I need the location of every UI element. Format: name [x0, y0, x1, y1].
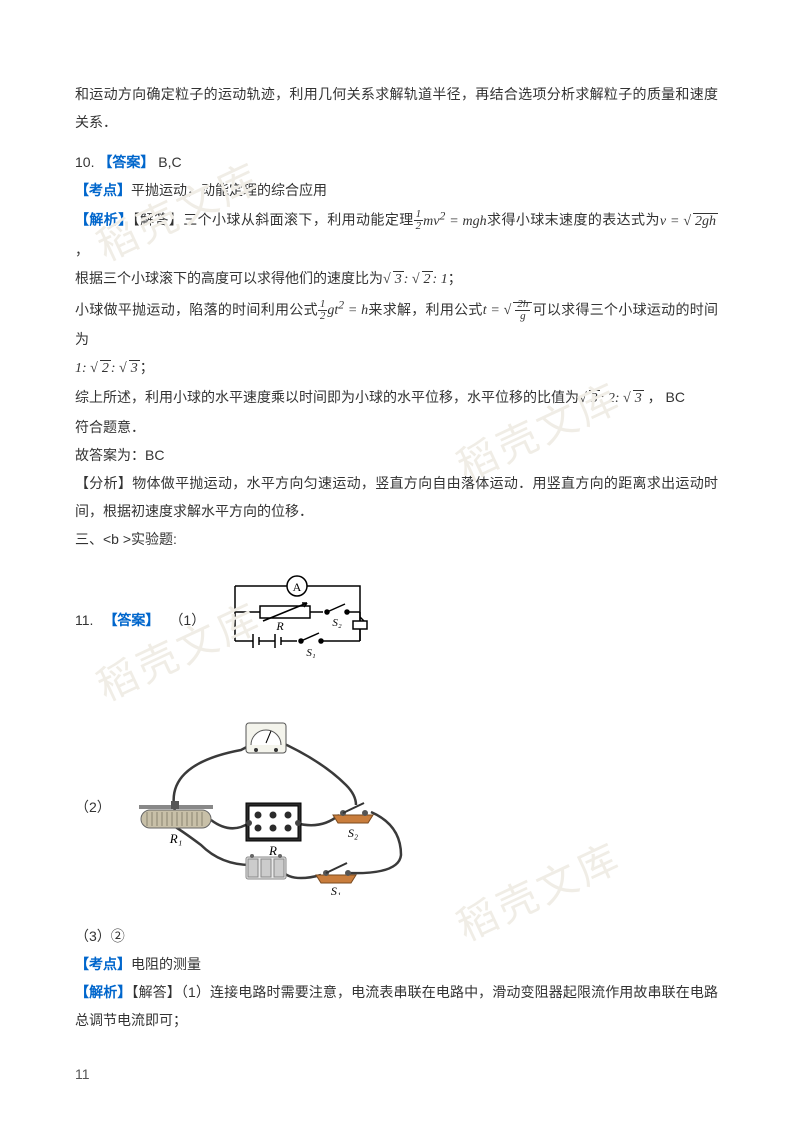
svg-text:S₁: S₁ [331, 884, 341, 895]
q11-jiexi: 【解析】【解答】（1）连接电路时需要注意，电流表串联在电路中，滑动变阻器起限流作… [75, 978, 718, 1034]
section-3-heading: 三、<b >实验题: [75, 525, 718, 553]
q10-number: 10. [75, 154, 94, 170]
fenxi-label: 【分析】 [75, 475, 132, 491]
kaodian-text: 电阻的测量 [131, 956, 201, 972]
q10-answer-line: 10. 【答案】 B,C [75, 148, 718, 176]
q11-part2-row: （2） [75, 715, 718, 898]
q10-text-1a: 三个小球从斜面滚下，利用动能定理 [183, 212, 413, 228]
ratio-1: 3: 2: 1 [383, 272, 448, 287]
q10-text-4b: ， BC [644, 389, 685, 405]
q10-jiexi-p1: 【解析】【解答】三个小球从斜面滚下，利用动能定理12mv2 = mgh求得小球末… [75, 204, 718, 264]
jieda-label: 【解答】 [133, 212, 184, 228]
q11-number: 11. [75, 612, 93, 628]
q10-text-4a: 综上所述，利用小球的水平速度乘以时间即为小球的水平位移，水平位移的比值为 [75, 389, 579, 405]
q11-part2-label: （2） [75, 797, 111, 817]
jieda-label: 【解答】 [131, 984, 180, 1000]
q10-jiexi-p3: 小球做平抛运动，陷落的时间利用公式12gt2 = h来求解，利用公式t = 2h… [75, 294, 718, 354]
circuit-diagram-2: R₁ R S₂ [121, 715, 421, 898]
svg-text:R₁: R₁ [169, 831, 182, 846]
kaodian-label: 【考点】 [75, 182, 131, 198]
jiexi-label: 【解析】 [75, 984, 131, 1000]
kaodian-label: 【考点】 [75, 956, 131, 972]
formula-h: 12gt2 = h [318, 303, 368, 318]
answer-label: 【答案】 [103, 610, 159, 630]
q11-kaodian: 【考点】电阻的测量 [75, 950, 718, 978]
kaodian-text: 平抛运动，动能定理的综合应用 [131, 182, 327, 198]
jiexi-label: 【解析】 [75, 212, 133, 228]
q10-jiexi-p2: 根据三个小球滚下的高度可以求得他们的速度比为3: 2: 1； [75, 264, 718, 294]
page-number: 11 [75, 1066, 90, 1082]
q11-part1-label: （1） [169, 610, 205, 630]
q10-text-3b: 来求解，利用公式 [368, 301, 483, 317]
svg-text:S₁: S₁ [307, 647, 317, 659]
formula-t: t = 2hg [483, 303, 533, 318]
svg-text:S₂: S₂ [333, 617, 343, 629]
ratio-3: 3: 2: 3 [579, 391, 644, 406]
svg-text:R: R [268, 843, 277, 858]
svg-text:S₂: S₂ [348, 826, 358, 840]
q10-jiexi-p6: 故答案为：BC [75, 441, 718, 469]
ratio-2: 1: 2: 3 [75, 361, 140, 376]
q11-part1-row: 11. 【答案】 （1） A R [75, 571, 718, 669]
q10-text-1c: ， [75, 242, 89, 258]
q10-fenxi: 【分析】物体做平抛运动，水平方向匀速运动，竖直方向自由落体运动．用竖直方向的距离… [75, 469, 718, 525]
q10-text-2: 根据三个小球滚下的高度可以求得他们的速度比为 [75, 270, 383, 286]
q11-part3: （3）② [75, 922, 718, 950]
intro-paragraph: 和运动方向确定粒子的运动轨迹，利用几何关系求解轨道半径，再结合选项分析求解粒子的… [75, 80, 718, 136]
svg-text:R: R [276, 619, 285, 633]
q10-ratio2: 1: 2: 3； [75, 353, 718, 383]
svg-text:A: A [293, 580, 302, 594]
q10-text-3a: 小球做平抛运动，陷落的时间利用公式 [75, 301, 318, 317]
q10-answer-value: B,C [158, 154, 181, 170]
fenxi-text: 物体做平抛运动，水平方向匀速运动，竖直方向自由落体运动．用竖直方向的距离求出运动… [75, 475, 718, 519]
q10-jiexi-p4: 综上所述，利用小球的水平速度乘以时间即为小球的水平位移，水平位移的比值为3: 2… [75, 383, 718, 413]
answer-label: 【答案】 [98, 154, 154, 170]
circuit-diagram-1: A R S₂ [215, 571, 380, 669]
formula-ke: 12mv2 = mgh [414, 214, 487, 229]
q10-kaodian: 【考点】平抛运动，动能定理的综合应用 [75, 176, 718, 204]
formula-v: v = 2gh [660, 214, 718, 229]
q10-text-1b: 求得小球末速度的表达式为 [487, 212, 660, 228]
q10-jiexi-p5: 符合题意． [75, 413, 718, 441]
